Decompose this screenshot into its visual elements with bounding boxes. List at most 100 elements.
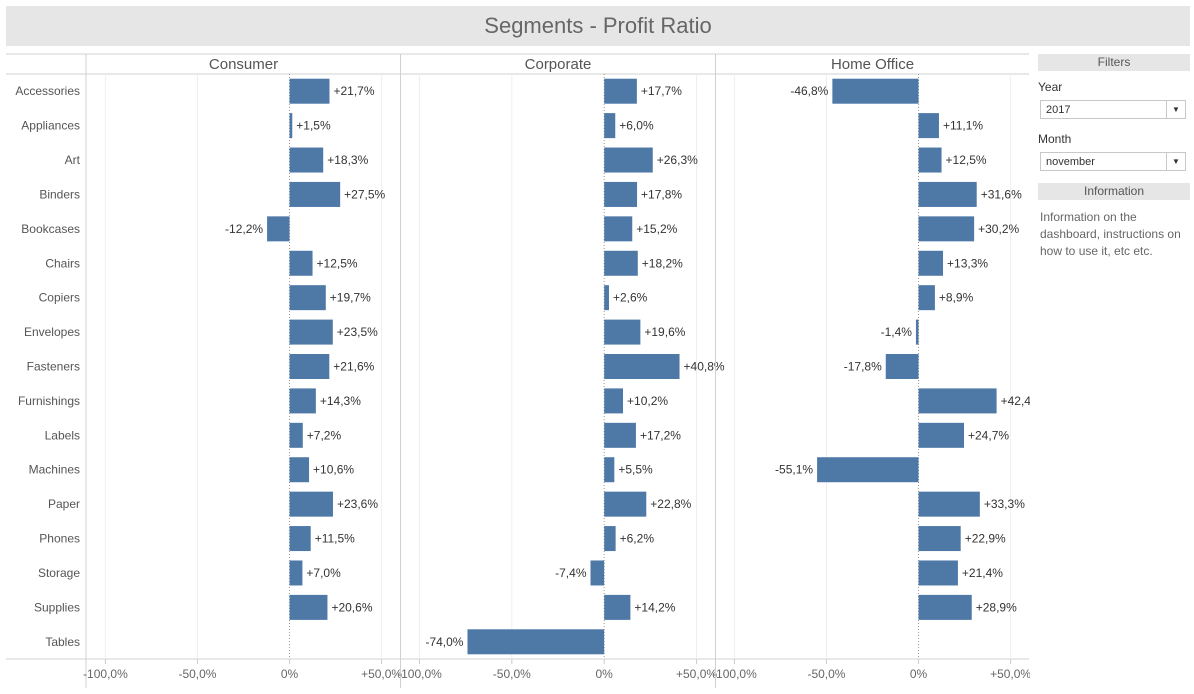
tick-label: -50,0% [807,667,845,681]
data-label: -74,0% [425,635,463,649]
data-label: -17,8% [844,360,882,374]
data-label: +6,0% [619,119,654,133]
bar [289,560,303,586]
data-label: +15,2% [636,222,677,236]
category-label: Phones [39,532,80,546]
data-label: +30,2% [978,222,1019,236]
category-label: Art [65,153,81,167]
data-label: +8,9% [939,291,974,305]
tick-label: +50,0% [676,667,717,681]
bar [604,147,653,173]
data-label: -46,8% [790,84,828,98]
bar [918,181,977,207]
data-label: -12,2% [225,222,263,236]
data-label: +1,5% [296,119,331,133]
data-label: +22,8% [650,497,691,511]
bar [918,526,961,552]
chevron-down-icon[interactable]: ▼ [1166,101,1185,118]
data-label: +2,6% [613,291,648,305]
category-label: Machines [29,463,80,477]
data-label: +10,2% [627,394,668,408]
bar [289,181,341,207]
tick-label: 0% [596,667,614,681]
bar [918,594,972,620]
year-select-value: 2017 [1046,104,1071,116]
bar [604,216,633,242]
bar [289,457,310,483]
dashboard-title: Segments - Profit Ratio [484,13,712,38]
data-label: +19,7% [330,291,371,305]
category-label: Furnishings [18,394,80,408]
bar [289,354,330,379]
category-label: Storage [38,566,80,580]
data-label: +23,5% [337,325,378,339]
bar [289,78,330,104]
category-label: Envelopes [24,325,80,339]
data-label: +21,7% [333,84,374,98]
bar [289,491,333,517]
bar [604,113,616,139]
data-label: +33,3% [984,497,1025,511]
month-select[interactable]: november ▼ [1040,152,1186,171]
chevron-down-icon[interactable]: ▼ [1166,153,1185,170]
bar [590,560,605,586]
bar [604,422,636,448]
bar [918,560,958,586]
data-label: +12,5% [946,153,987,167]
filters-header: Filters [1038,54,1190,71]
data-label: +17,7% [641,84,682,98]
bar [289,422,303,448]
bar [918,285,935,311]
information-header: Information [1038,183,1190,200]
data-label: +10,6% [313,463,354,477]
category-label: Paper [48,497,80,511]
panel-header: Corporate [525,56,592,73]
data-label: +27,5% [344,187,385,201]
category-label: Chairs [45,256,80,270]
category-label: Appliances [21,119,80,133]
year-select[interactable]: 2017 ▼ [1040,100,1186,119]
data-label: +14,3% [320,394,361,408]
data-label: +7,2% [307,428,342,442]
bar [467,629,605,655]
panel-header: Consumer [209,56,278,73]
bar [604,285,609,311]
tick-label: 0% [910,667,928,681]
data-label: +20,6% [331,600,372,614]
bar [604,594,631,620]
data-label: +11,5% [315,532,355,546]
year-label: Year [1038,80,1063,94]
data-label: +21,6% [333,360,374,374]
bar [289,319,333,345]
tick-label: 0% [281,667,299,681]
bar [604,319,641,345]
data-label: +31,6% [981,187,1022,201]
data-label: +17,8% [641,187,682,201]
data-label: +40,8% [684,360,725,374]
bar [604,354,680,379]
bar [604,388,624,414]
bar [289,594,328,620]
category-label: Supplies [34,600,80,614]
dashboard-title-bar: Segments - Profit Ratio [6,6,1190,46]
bar [267,216,290,242]
bar [289,388,316,414]
information-text: Information on the dashboard, instructio… [1040,210,1181,258]
category-label: Accessories [15,84,80,98]
category-label: Labels [45,428,80,442]
data-label: +5,5% [618,463,653,477]
bar [832,78,919,104]
bar [604,250,638,276]
bar [604,526,616,552]
data-label: +23,6% [337,497,378,511]
bar [918,147,942,173]
bar [289,250,313,276]
bar [918,388,997,414]
tick-label: -50,0% [178,667,216,681]
data-label: +19,6% [644,325,685,339]
tick-label: -100,0% [712,667,757,681]
bar [289,526,311,552]
bar [918,113,939,139]
tick-label: -100,0% [397,667,442,681]
month-label: Month [1038,132,1072,146]
